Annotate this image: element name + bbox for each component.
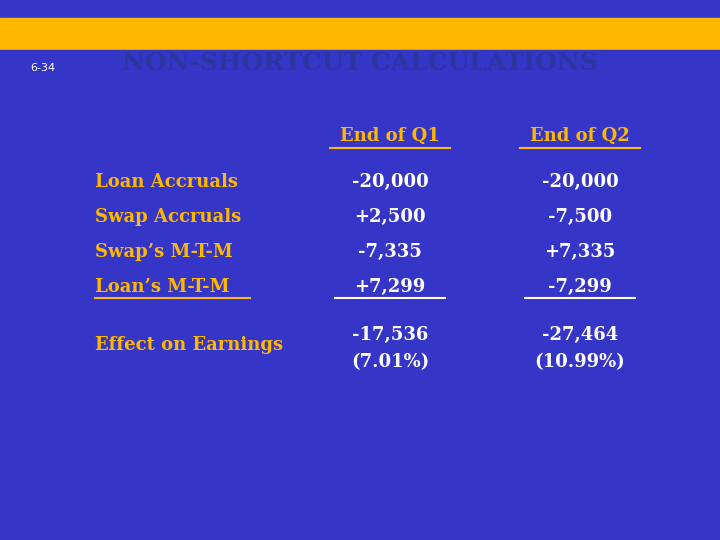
Text: -17,536: -17,536 [352,326,428,344]
Text: -27,464: -27,464 [542,326,618,344]
Text: -7,299: -7,299 [548,278,612,296]
Text: Loan’s M-T-M: Loan’s M-T-M [95,278,230,296]
Text: -20,000: -20,000 [351,173,428,191]
Bar [0,0,720,18]
Text: -20,000: -20,000 [541,173,618,191]
Bar [0,18,720,108]
Bar [0,42,720,50]
Text: (10.99%): (10.99%) [535,353,626,371]
Text: Swap Accruals: Swap Accruals [95,208,241,226]
Text: +2,500: +2,500 [354,208,426,226]
Text: NON-SHORTCUT CALCULATIONS: NON-SHORTCUT CALCULATIONS [122,51,598,75]
Text: End of Q2: End of Q2 [530,127,630,145]
Text: -7,500: -7,500 [548,208,612,226]
Text: (7.01%): (7.01%) [351,353,429,371]
Text: +7,299: +7,299 [354,278,426,296]
Text: Effect on Earnings: Effect on Earnings [95,336,283,354]
Text: -7,335: -7,335 [358,243,422,261]
Text: 6-34: 6-34 [30,63,55,73]
Text: Loan Accruals: Loan Accruals [95,173,238,191]
Text: Swap’s M-T-M: Swap’s M-T-M [95,243,233,261]
Text: +7,335: +7,335 [544,243,616,261]
Text: End of Q1: End of Q1 [340,127,440,145]
